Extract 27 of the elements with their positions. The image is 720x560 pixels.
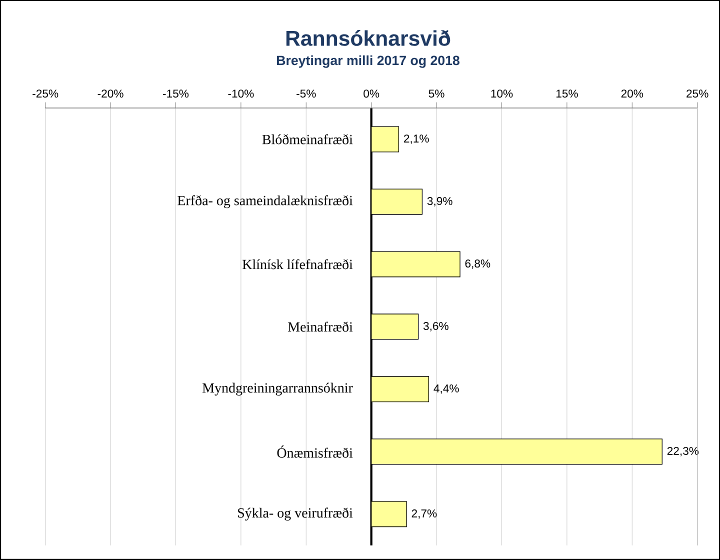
data-label: 3,6% (423, 322, 448, 332)
y-tick-label: Ónæmisfræði (277, 446, 353, 458)
x-tick-label: -25% (32, 90, 58, 98)
data-label: 22,3% (667, 446, 699, 456)
chart-subtitle: Breytingar milli 2017 og 2018 (277, 55, 460, 68)
data-label: 2,7% (412, 509, 437, 519)
data-label: 6,8% (465, 260, 490, 269)
x-tick-label: -15% (163, 90, 189, 98)
data-label: 2,1% (404, 134, 429, 144)
x-tick-label: 5% (428, 90, 444, 98)
y-tick-label: Blóðmeinafræði (262, 134, 353, 144)
x-tick-label: -5% (296, 90, 316, 98)
y-tick-label: Myndgreiningarrannsóknir (202, 382, 353, 396)
x-tick-label: -10% (228, 90, 254, 98)
y-tick-label: Sýkla- og veirufræði (238, 508, 353, 521)
x-tick-label: 0% (364, 90, 380, 98)
x-tick-label: 10% (491, 90, 513, 98)
data-label: 3,9% (427, 197, 452, 206)
x-tick-label: 20% (621, 90, 644, 98)
x-tick-label: 25% (686, 90, 708, 98)
x-tick-label: 15% (556, 90, 578, 98)
x-tick-label: -20% (98, 90, 124, 98)
y-tick-label: Meinafræði (288, 322, 353, 332)
data-label: 4,4% (434, 384, 459, 394)
y-tick-label: Erfða- og sameindalæknisfræði (178, 195, 353, 208)
chart-title: Rannsóknarsvið (286, 30, 450, 46)
y-tick-label: Klínísk lífefnafræði (242, 259, 353, 270)
